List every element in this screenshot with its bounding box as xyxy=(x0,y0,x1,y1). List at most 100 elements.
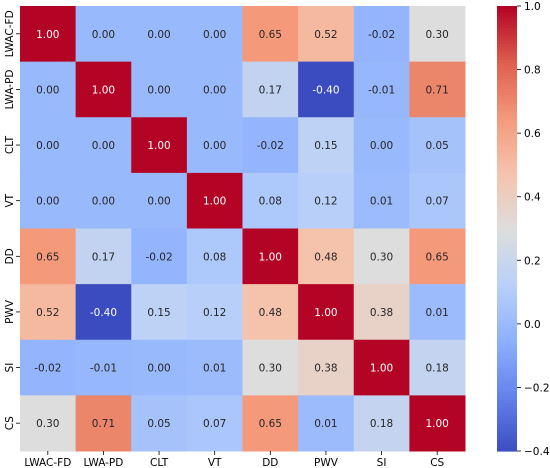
cell-value-label: 0.38 xyxy=(314,363,337,375)
cell-value-label: 0.48 xyxy=(259,307,282,319)
heatmap-cell xyxy=(131,228,188,285)
colorbar-gradient-step xyxy=(497,129,517,134)
colorbar-gradient-step xyxy=(497,161,517,166)
heatmap-cell xyxy=(298,6,355,63)
heatmap-cell xyxy=(409,172,466,229)
colorbar: −0.4 −0.2 0.0 0.2 0.4 0.6 0.8 1.0 xyxy=(497,1,550,458)
colorbar-gradient-step xyxy=(497,393,517,398)
cell-value-label: 0.00 xyxy=(203,140,226,152)
colorbar-gradient-step xyxy=(497,276,517,280)
heatmap-cell xyxy=(75,61,132,118)
heatmap-cell xyxy=(75,172,132,229)
y-tick-label: LWA-PD xyxy=(4,70,16,110)
colorbar-gradient-step xyxy=(497,374,517,379)
heatmap-cell xyxy=(20,284,77,341)
heatmap-cell xyxy=(242,61,299,118)
colorbar-gradient-step xyxy=(497,190,517,195)
colorbar-gradient-step xyxy=(497,123,517,128)
heatmap-cell xyxy=(186,395,243,452)
heatmap-cell xyxy=(298,61,355,118)
colorbar-tick-label: 0.2 xyxy=(524,255,541,267)
colorbar-gradient-step xyxy=(497,282,517,287)
heatmap-cell xyxy=(131,395,188,452)
colorbar-gradient-step xyxy=(497,253,517,258)
cell-value-label: 0.38 xyxy=(370,307,393,319)
heatmap-cell xyxy=(131,61,188,118)
heatmap-cell xyxy=(20,228,77,285)
heatmap-cell xyxy=(242,284,299,341)
cell-value-label: 0.01 xyxy=(314,418,337,430)
y-tick-label: DD xyxy=(4,248,16,264)
heatmap-cell xyxy=(409,6,466,63)
cell-value-label: 0.15 xyxy=(147,307,170,319)
colorbar-gradient-step xyxy=(497,447,517,452)
colorbar-gradient-step xyxy=(497,416,517,420)
y-tick-label: SI xyxy=(4,363,16,373)
colorbar-gradient-step xyxy=(497,231,517,236)
colorbar-gradient-step xyxy=(497,193,517,198)
y-axis: LWAC-FD LWA-PD CLT VT DD PWV SI CS xyxy=(4,10,20,430)
heatmap-cell xyxy=(186,228,243,285)
y-tick-label: CLT xyxy=(4,135,16,154)
cell-value-label: 0.01 xyxy=(425,307,448,319)
colorbar-gradient-step xyxy=(497,365,517,369)
heatmap-cell xyxy=(186,117,243,174)
cell-value-label: 0.00 xyxy=(92,196,115,208)
colorbar-gradient-step xyxy=(497,139,517,144)
colorbar-tick-label: 0.0 xyxy=(524,319,541,331)
colorbar-gradient-step xyxy=(497,225,517,230)
colorbar-gradient-step xyxy=(497,327,517,331)
cell-value-label: 0.00 xyxy=(147,363,170,375)
heatmap-cell xyxy=(353,61,410,118)
colorbar-gradient-step xyxy=(497,428,517,433)
heatmap-cell xyxy=(298,228,355,285)
colorbar-gradient-step xyxy=(497,50,517,55)
cell-value-label: 0.05 xyxy=(425,140,448,152)
colorbar-gradient-step xyxy=(497,18,517,23)
heatmap-cell xyxy=(75,228,132,285)
colorbar-gradient-step xyxy=(497,377,517,382)
heatmap-cell xyxy=(298,172,355,229)
colorbar-gradient-step xyxy=(497,241,517,245)
cell-value-label: 0.71 xyxy=(425,84,448,96)
colorbar-gradient-step xyxy=(497,72,517,77)
colorbar-gradient-step xyxy=(497,438,517,443)
heatmap-cell xyxy=(353,117,410,174)
colorbar-gradient-step xyxy=(497,396,517,401)
cell-value-label: 1.00 xyxy=(36,29,59,41)
colorbar-gradient-step xyxy=(497,133,517,137)
heatmap-cell xyxy=(186,172,243,229)
colorbar-gradient-step xyxy=(497,390,517,395)
colorbar-gradient-step xyxy=(497,419,517,423)
cell-value-label: 0.01 xyxy=(370,196,393,208)
colorbar-gradient-step xyxy=(497,6,517,10)
colorbar-gradient-step xyxy=(497,63,517,67)
cell-value-label: 0.17 xyxy=(259,84,282,96)
y-tick-label: PWV xyxy=(4,299,16,324)
y-tick-label: CS xyxy=(4,416,16,430)
cell-value-label: 1.00 xyxy=(425,418,448,430)
colorbar-gradient-step xyxy=(497,250,517,255)
colorbar-tick-label: 0.6 xyxy=(524,128,541,140)
colorbar-gradient-step xyxy=(497,409,517,414)
heatmap-cell xyxy=(242,395,299,452)
colorbar-gradient-step xyxy=(497,269,517,274)
heatmap-cell xyxy=(131,117,188,174)
colorbar-gradient-step xyxy=(497,333,517,338)
heatmap-cell xyxy=(131,284,188,341)
cell-value-label: 0.18 xyxy=(370,418,393,430)
colorbar-gradient-step xyxy=(497,355,517,360)
colorbar-gradient-step xyxy=(497,44,517,48)
colorbar-tick-label: −0.4 xyxy=(524,446,550,458)
heatmap-cell xyxy=(242,6,299,63)
heatmap-cell xyxy=(353,339,410,396)
heatmap-cell xyxy=(409,395,466,452)
colorbar-gradient-step xyxy=(497,31,517,36)
colorbar-gradient-step xyxy=(497,15,517,20)
cell-value-label: 0.48 xyxy=(314,251,337,263)
colorbar-gradient-step xyxy=(497,358,517,363)
colorbar-gradient-step xyxy=(497,25,517,29)
cell-value-label: 1.00 xyxy=(203,196,226,208)
colorbar-gradient-step xyxy=(497,12,517,17)
heatmap-cell xyxy=(75,284,132,341)
